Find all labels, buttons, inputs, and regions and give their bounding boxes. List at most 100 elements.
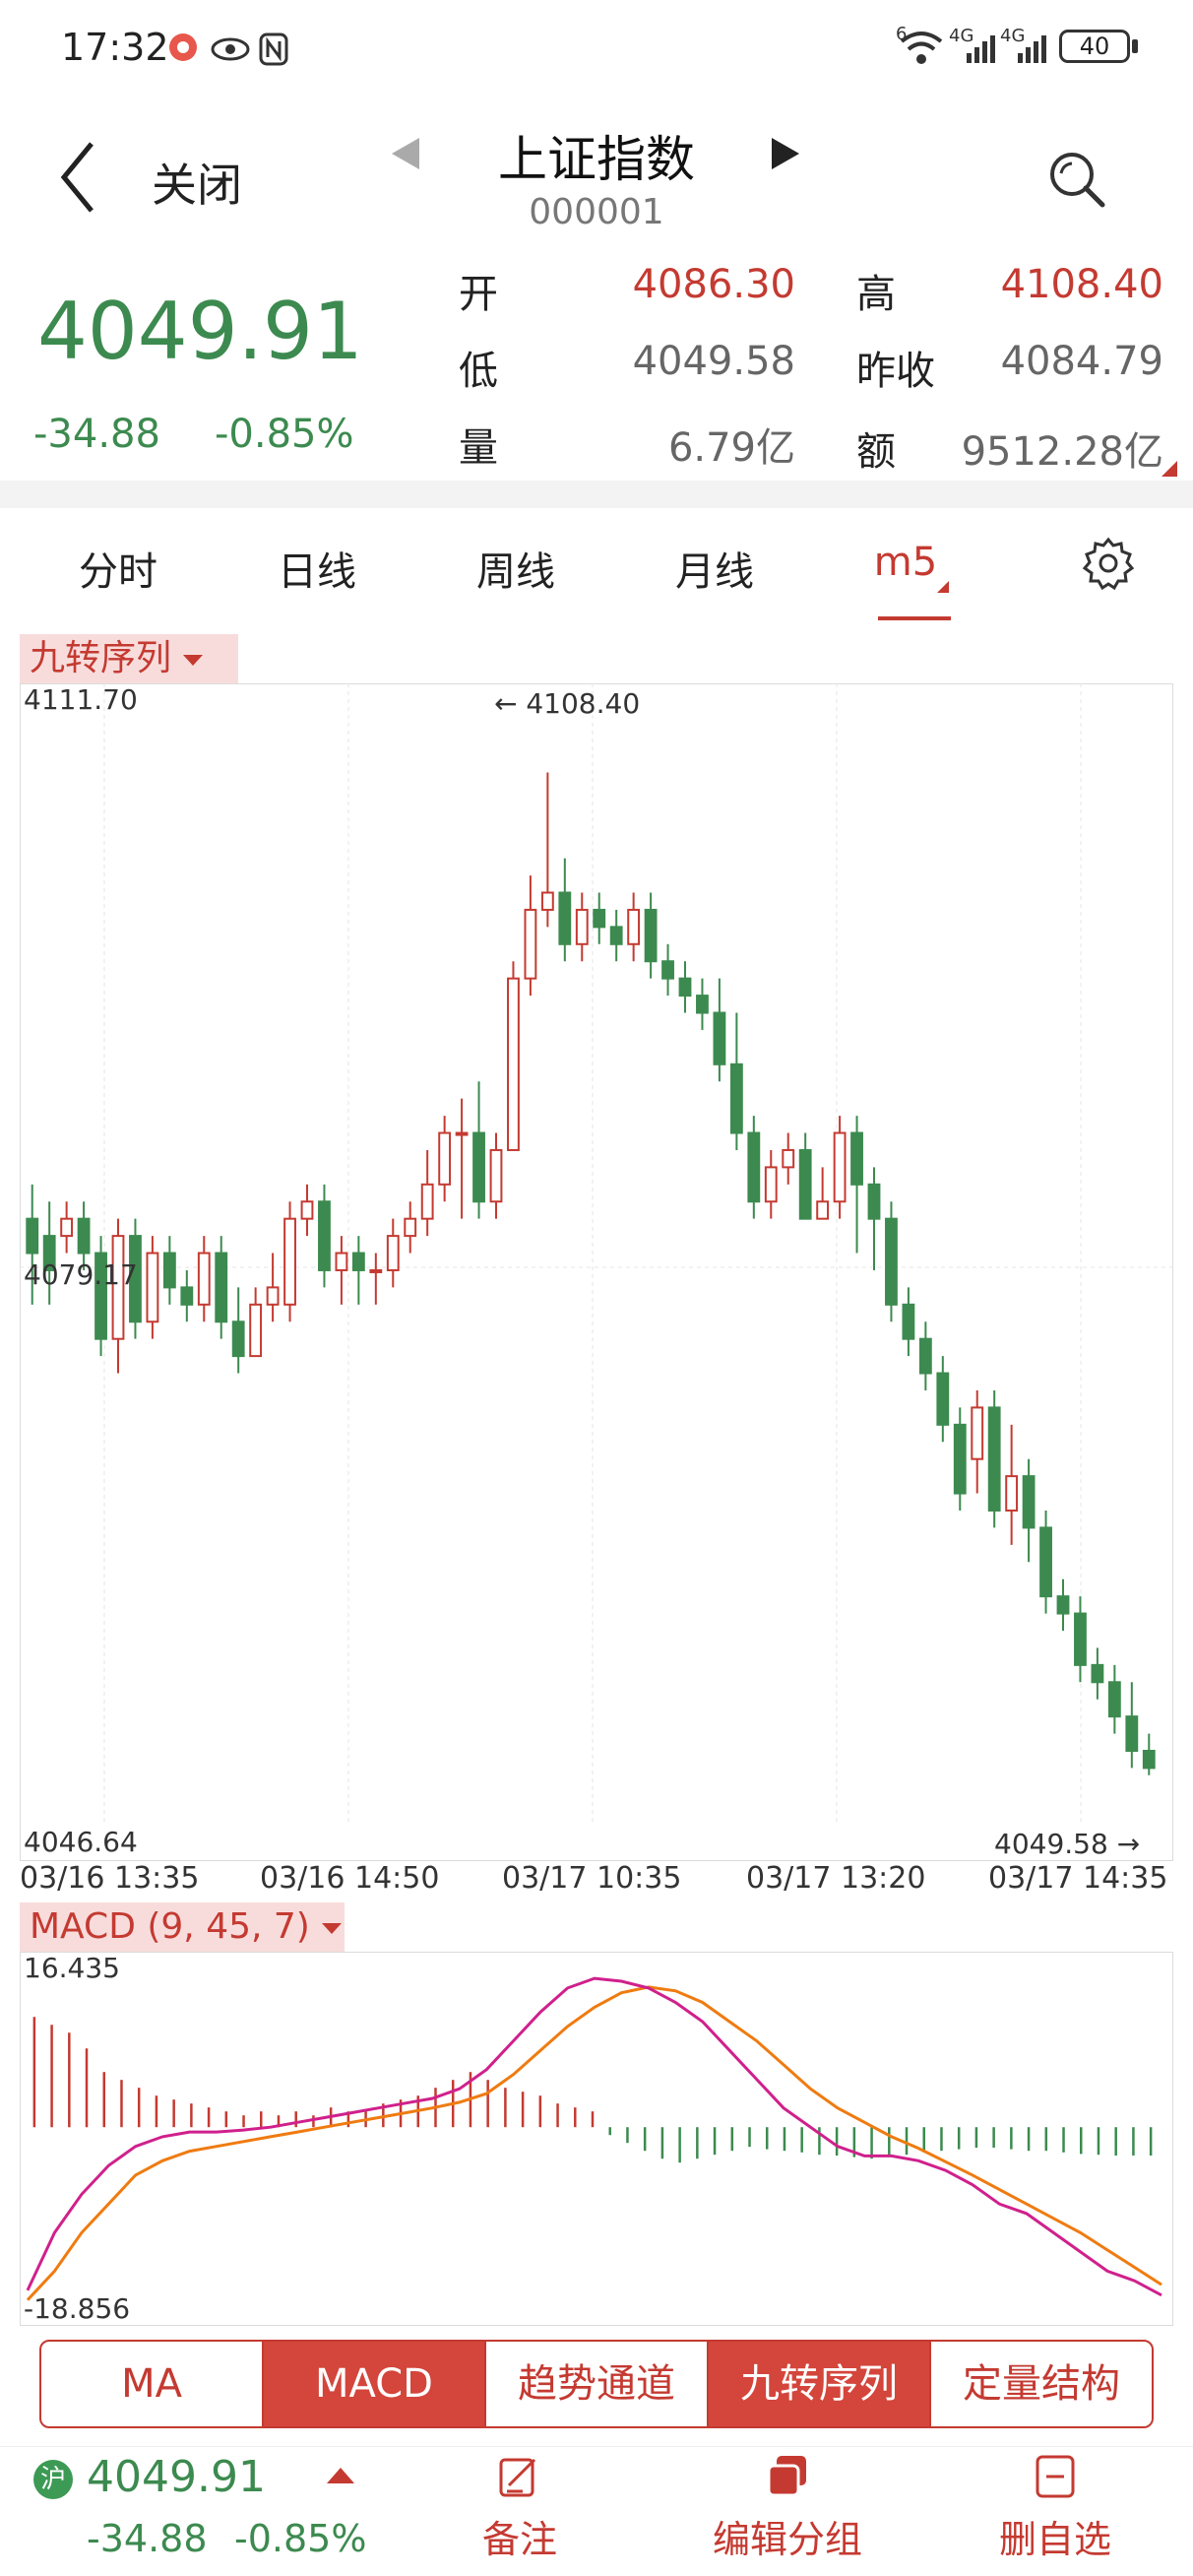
expand-up-icon[interactable]: [327, 2468, 354, 2483]
candle-body: [318, 1200, 331, 1271]
signal-icon-1: [967, 35, 995, 63]
volume-value: 6.79亿: [667, 425, 795, 471]
candle-body: [111, 1235, 125, 1340]
search-icon[interactable]: [1045, 148, 1108, 211]
candle-body: [180, 1286, 194, 1306]
candle-body: [129, 1235, 142, 1323]
candle-body: [971, 1406, 984, 1460]
x-label-5: 03/17 14:35: [988, 1861, 1168, 1896]
candle-body: [987, 1406, 1001, 1512]
current-price: 4049.91: [37, 286, 363, 377]
low-value: 4049.58: [632, 339, 795, 384]
candle-body: [215, 1252, 228, 1323]
candle-body: [249, 1303, 263, 1358]
candle-body: [386, 1235, 400, 1271]
page-title: 上证指数: [498, 131, 695, 188]
group-icon: [767, 2456, 806, 2497]
candle-body: [1091, 1663, 1104, 1684]
bottom-bar: [0, 2446, 1193, 2576]
macd-chart[interactable]: [20, 1952, 1173, 2326]
candle-body: [747, 1131, 761, 1203]
status-app-icons: [169, 33, 250, 61]
indicator-tab-macd[interactable]: MACD: [262, 2342, 484, 2426]
candle-body: [885, 1217, 898, 1306]
indicator-tabs: MA MACD 趋势通道 九转序列 定量结构: [39, 2340, 1154, 2428]
candle-body: [1125, 1715, 1139, 1753]
tab-m5[interactable]: m5: [873, 540, 938, 585]
candle-body: [936, 1372, 950, 1426]
footer-change-pct: -0.85%: [234, 2517, 367, 2560]
candle-body: [94, 1252, 107, 1340]
macd-dropdown-label: MACD (9, 45, 7): [30, 1906, 310, 1947]
candle-body: [953, 1423, 967, 1495]
candle-body: [558, 891, 572, 945]
back-icon[interactable]: [54, 138, 103, 217]
indicator-dropdown[interactable]: 九转序列: [20, 634, 238, 683]
candle-body: [300, 1200, 314, 1220]
dea-line: [26, 1985, 1162, 2301]
candle-body: [850, 1131, 863, 1186]
candle-body: [1005, 1475, 1019, 1512]
candle-body: [867, 1183, 881, 1220]
price-change-pct: -0.85%: [215, 412, 354, 457]
candle-body: [197, 1252, 211, 1306]
high-value: 4108.40: [1000, 262, 1163, 307]
open-value: 4086.30: [632, 262, 795, 307]
gear-icon[interactable]: [1081, 536, 1136, 591]
edit-group-button[interactable]: 编辑分组: [689, 2452, 886, 2563]
price-change: -34.88: [33, 412, 160, 457]
candle-body: [713, 1011, 726, 1065]
tab-weekly[interactable]: 周线: [476, 549, 555, 595]
kline-y-mid: 4079.17: [24, 1258, 138, 1291]
candle-body: [902, 1303, 915, 1340]
candle-body: [335, 1252, 348, 1271]
signal-label-1: 4G: [949, 26, 974, 46]
wifi-icon: [900, 32, 943, 64]
x-label-1: 03/16 13:35: [20, 1861, 200, 1896]
candle-body: [26, 1217, 39, 1255]
candle-body: [162, 1252, 176, 1289]
kline-y-max: 4111.70: [24, 683, 138, 716]
prev-stock-icon[interactable]: [386, 134, 425, 173]
chevron-down-icon: [183, 654, 204, 666]
macd-dropdown[interactable]: MACD (9, 45, 7): [20, 1902, 345, 1952]
candle-body: [42, 1235, 56, 1271]
next-stock-icon[interactable]: [766, 134, 805, 173]
candle-body: [696, 995, 709, 1014]
candle-body: [438, 1131, 452, 1186]
section-divider: [0, 481, 1193, 508]
tab-fenshi[interactable]: 分时: [79, 549, 157, 595]
candle-body: [420, 1183, 434, 1220]
candle-body: [1074, 1612, 1087, 1666]
open-label: 开: [459, 272, 498, 317]
candle-body: [266, 1286, 280, 1306]
candle-body: [507, 977, 520, 1151]
tab-monthly[interactable]: 月线: [675, 549, 754, 595]
candle-body: [60, 1217, 74, 1238]
chevron-down-icon: [321, 1922, 342, 1934]
candle-body: [609, 926, 623, 945]
indicator-tab-quant-structure[interactable]: 定量结构: [929, 2342, 1152, 2426]
kline-chart[interactable]: [20, 683, 1173, 1861]
candle-body: [489, 1148, 503, 1203]
tab-daily[interactable]: 日线: [278, 549, 356, 595]
low-label: 低: [459, 349, 498, 394]
candle-body: [146, 1252, 159, 1323]
candle-body: [678, 977, 692, 998]
candle-body: [369, 1268, 383, 1273]
indicator-tab-ma[interactable]: MA: [121, 2361, 182, 2407]
candle-body: [472, 1131, 485, 1203]
note-button[interactable]: 备注: [421, 2452, 618, 2563]
indicator-tab-nine-turn[interactable]: 九转序列: [707, 2342, 929, 2426]
candle-body: [455, 1131, 469, 1136]
indicator-tab-trend-channel[interactable]: 趋势通道: [484, 2342, 707, 2426]
candle-body: [77, 1217, 91, 1255]
expand-quote-icon[interactable]: [1162, 461, 1177, 477]
volume-label: 量: [459, 425, 498, 471]
remove-watchlist-button[interactable]: 删自选: [957, 2452, 1154, 2563]
candle-body: [1039, 1526, 1052, 1598]
close-button[interactable]: 关闭: [152, 159, 242, 212]
remove-label: 删自选: [998, 2518, 1111, 2561]
candle-body: [782, 1148, 795, 1169]
prev-close-label: 昨收: [856, 349, 935, 394]
